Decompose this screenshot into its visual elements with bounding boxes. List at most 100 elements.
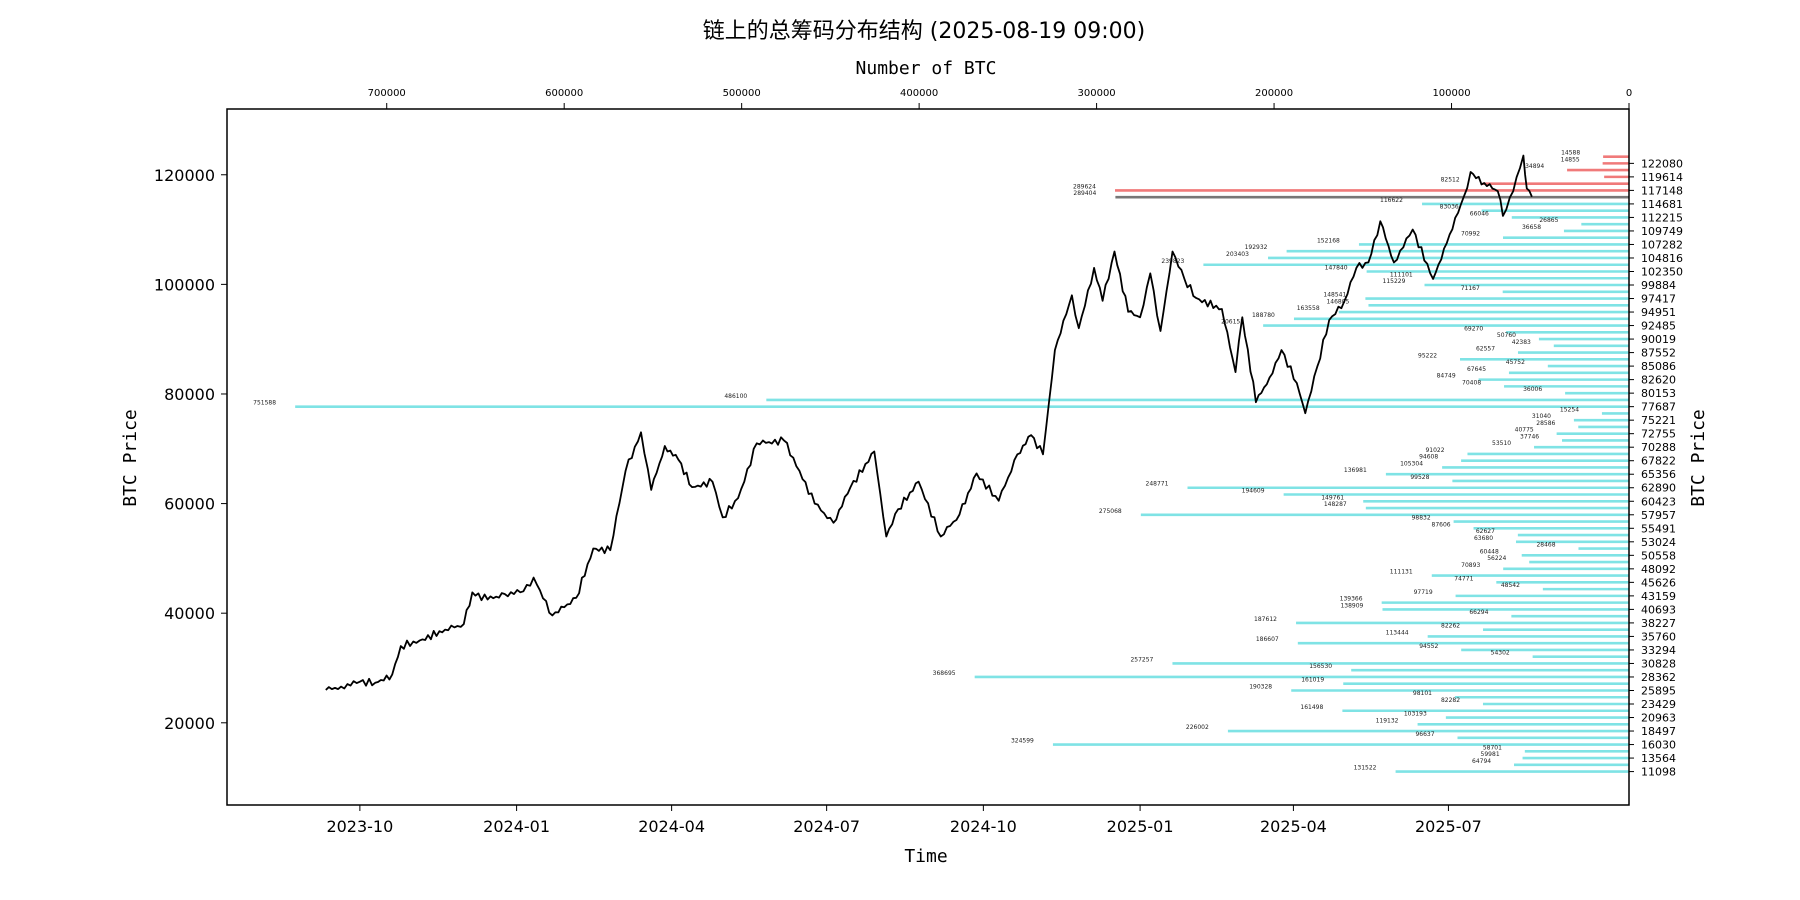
right-tick-label: 102350 [1641, 265, 1683, 278]
top-tick-label: 300000 [1078, 88, 1116, 99]
y-tick-label: 100000 [154, 275, 215, 294]
right-tick-label: 107282 [1641, 238, 1683, 251]
right-tick-label: 18497 [1641, 725, 1676, 738]
right-tick-label: 117148 [1641, 184, 1683, 197]
right-tick-label: 85086 [1641, 360, 1676, 373]
right-tick-label: 25895 [1641, 684, 1676, 697]
price-line [325, 154, 1533, 691]
right-tick-label: 28362 [1641, 671, 1676, 684]
distribution-bars [295, 155, 1629, 773]
x-tick-label: 2024-10 [950, 817, 1017, 836]
distribution-bar-label: 275068 [1099, 508, 1122, 515]
distribution-bar-label: 59981 [1481, 751, 1500, 758]
distribution-bar-label: 751588 [253, 400, 276, 407]
right-tick-label: 80153 [1641, 387, 1676, 400]
distribution-bar-label: 71167 [1461, 285, 1480, 292]
right-tick-label: 45626 [1641, 576, 1676, 589]
y-axis-label-right: BTC Price [1688, 409, 1709, 507]
right-tick-label: 38227 [1641, 617, 1676, 630]
x-axis-ticks: 2023-10 2024-01 2024-04 2024-07 2024-10 2025-… [326, 805, 1482, 836]
distribution-bar-label: 15254 [1560, 406, 1579, 413]
distribution-bar-label: 289624 [1073, 183, 1096, 190]
right-tick-label: 77687 [1641, 401, 1676, 414]
distribution-bar-label: 84749 [1437, 373, 1456, 380]
distribution-bar-label: 69270 [1464, 325, 1483, 332]
right-tick-label: 62890 [1641, 482, 1676, 495]
distribution-bar-label: 368695 [933, 670, 956, 677]
y-axis-label: BTC Price [120, 409, 141, 507]
distribution-bar-label: 131522 [1354, 765, 1377, 772]
y-tick-label: 20000 [164, 714, 215, 733]
y-tick-label: 60000 [164, 495, 215, 514]
x-tick-label: 2024-01 [483, 817, 550, 836]
y-axis-ticks: 20000 40000 60000 80000 100000 120000 [154, 166, 227, 733]
top-tick-label: 600000 [545, 88, 583, 99]
distribution-bar-label: 156530 [1309, 663, 1332, 670]
top-axis-ticks: 700000 600000 500000 400000 300000 200000 1000… [368, 88, 1632, 109]
distribution-bar-label: 188780 [1252, 312, 1275, 319]
right-tick-label: 75221 [1641, 414, 1676, 427]
distribution-bar-label: 116622 [1380, 197, 1403, 204]
top-tick-label: 200000 [1255, 88, 1293, 99]
distribution-bar-label: 187612 [1254, 616, 1277, 623]
distribution-bar-label: 70992 [1461, 231, 1480, 238]
right-tick-label: 94951 [1641, 306, 1676, 319]
distribution-bar-label: 70408 [1462, 379, 1481, 386]
right-tick-label: 70288 [1641, 441, 1676, 454]
distribution-bar-label: 63680 [1474, 535, 1493, 542]
distribution-bar-label: 67645 [1467, 366, 1486, 373]
right-tick-label: 114681 [1641, 198, 1683, 211]
distribution-bar-label: 98832 [1412, 515, 1431, 522]
right-tick-label: 112215 [1641, 211, 1683, 224]
distribution-bar-label: 82262 [1441, 623, 1460, 630]
distribution-bar-label: 136981 [1344, 467, 1367, 474]
distribution-bar-label: 28468 [1536, 542, 1555, 549]
distribution-bar-label: 37746 [1520, 433, 1539, 440]
right-tick-label: 43159 [1641, 590, 1676, 603]
distribution-bar-label: 115229 [1383, 278, 1406, 285]
right-tick-label: 33294 [1641, 644, 1676, 657]
distribution-bar-label: 147840 [1325, 264, 1348, 271]
right-tick-label: 35760 [1641, 630, 1676, 643]
top-axis-label: Number of BTC [856, 58, 997, 79]
distribution-bar-label: 28586 [1536, 420, 1555, 427]
distribution-bar-label: 66294 [1469, 609, 1488, 616]
right-tick-label: 40693 [1641, 603, 1676, 616]
distribution-bar-label: 186607 [1256, 636, 1279, 643]
distribution-bar-label: 99528 [1410, 474, 1429, 481]
distribution-bar-label: 53510 [1492, 440, 1511, 447]
chart-title: 链上的总筹码分布结构 (2025-08-19 09:00) [703, 19, 1145, 44]
right-tick-label: 50558 [1641, 549, 1676, 562]
right-tick-label: 72755 [1641, 428, 1676, 441]
distribution-bar-label: 74771 [1454, 575, 1473, 582]
right-tick-label: 109749 [1641, 225, 1683, 238]
distribution-bar-label: 62627 [1476, 528, 1495, 535]
distribution-bar-label: 192932 [1245, 244, 1268, 251]
distribution-bar-label: 94608 [1419, 454, 1438, 461]
right-tick-label: 23429 [1641, 698, 1676, 711]
distribution-bar-label: 82512 [1441, 177, 1460, 184]
distribution-bar-label: 45752 [1506, 359, 1525, 366]
distribution-bar-label: 14588 [1561, 150, 1580, 157]
price-line-layer [325, 154, 1533, 691]
right-tick-label: 119614 [1641, 171, 1683, 184]
distribution-bar-label: 289404 [1073, 190, 1096, 197]
distribution-bar-label: 103193 [1404, 711, 1427, 718]
right-axis-ticks: 1220801196141171481146811122151097491072… [1629, 157, 1683, 779]
distribution-bar-label: 149761 [1321, 494, 1344, 501]
x-tick-label: 2024-07 [793, 817, 860, 836]
distribution-bar-label: 50760 [1497, 332, 1516, 339]
distribution-bar-label: 97719 [1414, 589, 1433, 596]
plot-frame [226, 108, 1630, 806]
distribution-bar-label: 36658 [1522, 224, 1541, 231]
distribution-bar-label: 152168 [1317, 237, 1340, 244]
distribution-bar-label: 58701 [1483, 744, 1502, 751]
top-tick-label: 700000 [368, 88, 406, 99]
right-tick-label: 104816 [1641, 252, 1683, 265]
distribution-bar-label: 138909 [1340, 602, 1363, 609]
right-tick-label: 53024 [1641, 536, 1676, 549]
y-tick-label: 120000 [154, 166, 215, 185]
right-tick-label: 57957 [1641, 509, 1676, 522]
